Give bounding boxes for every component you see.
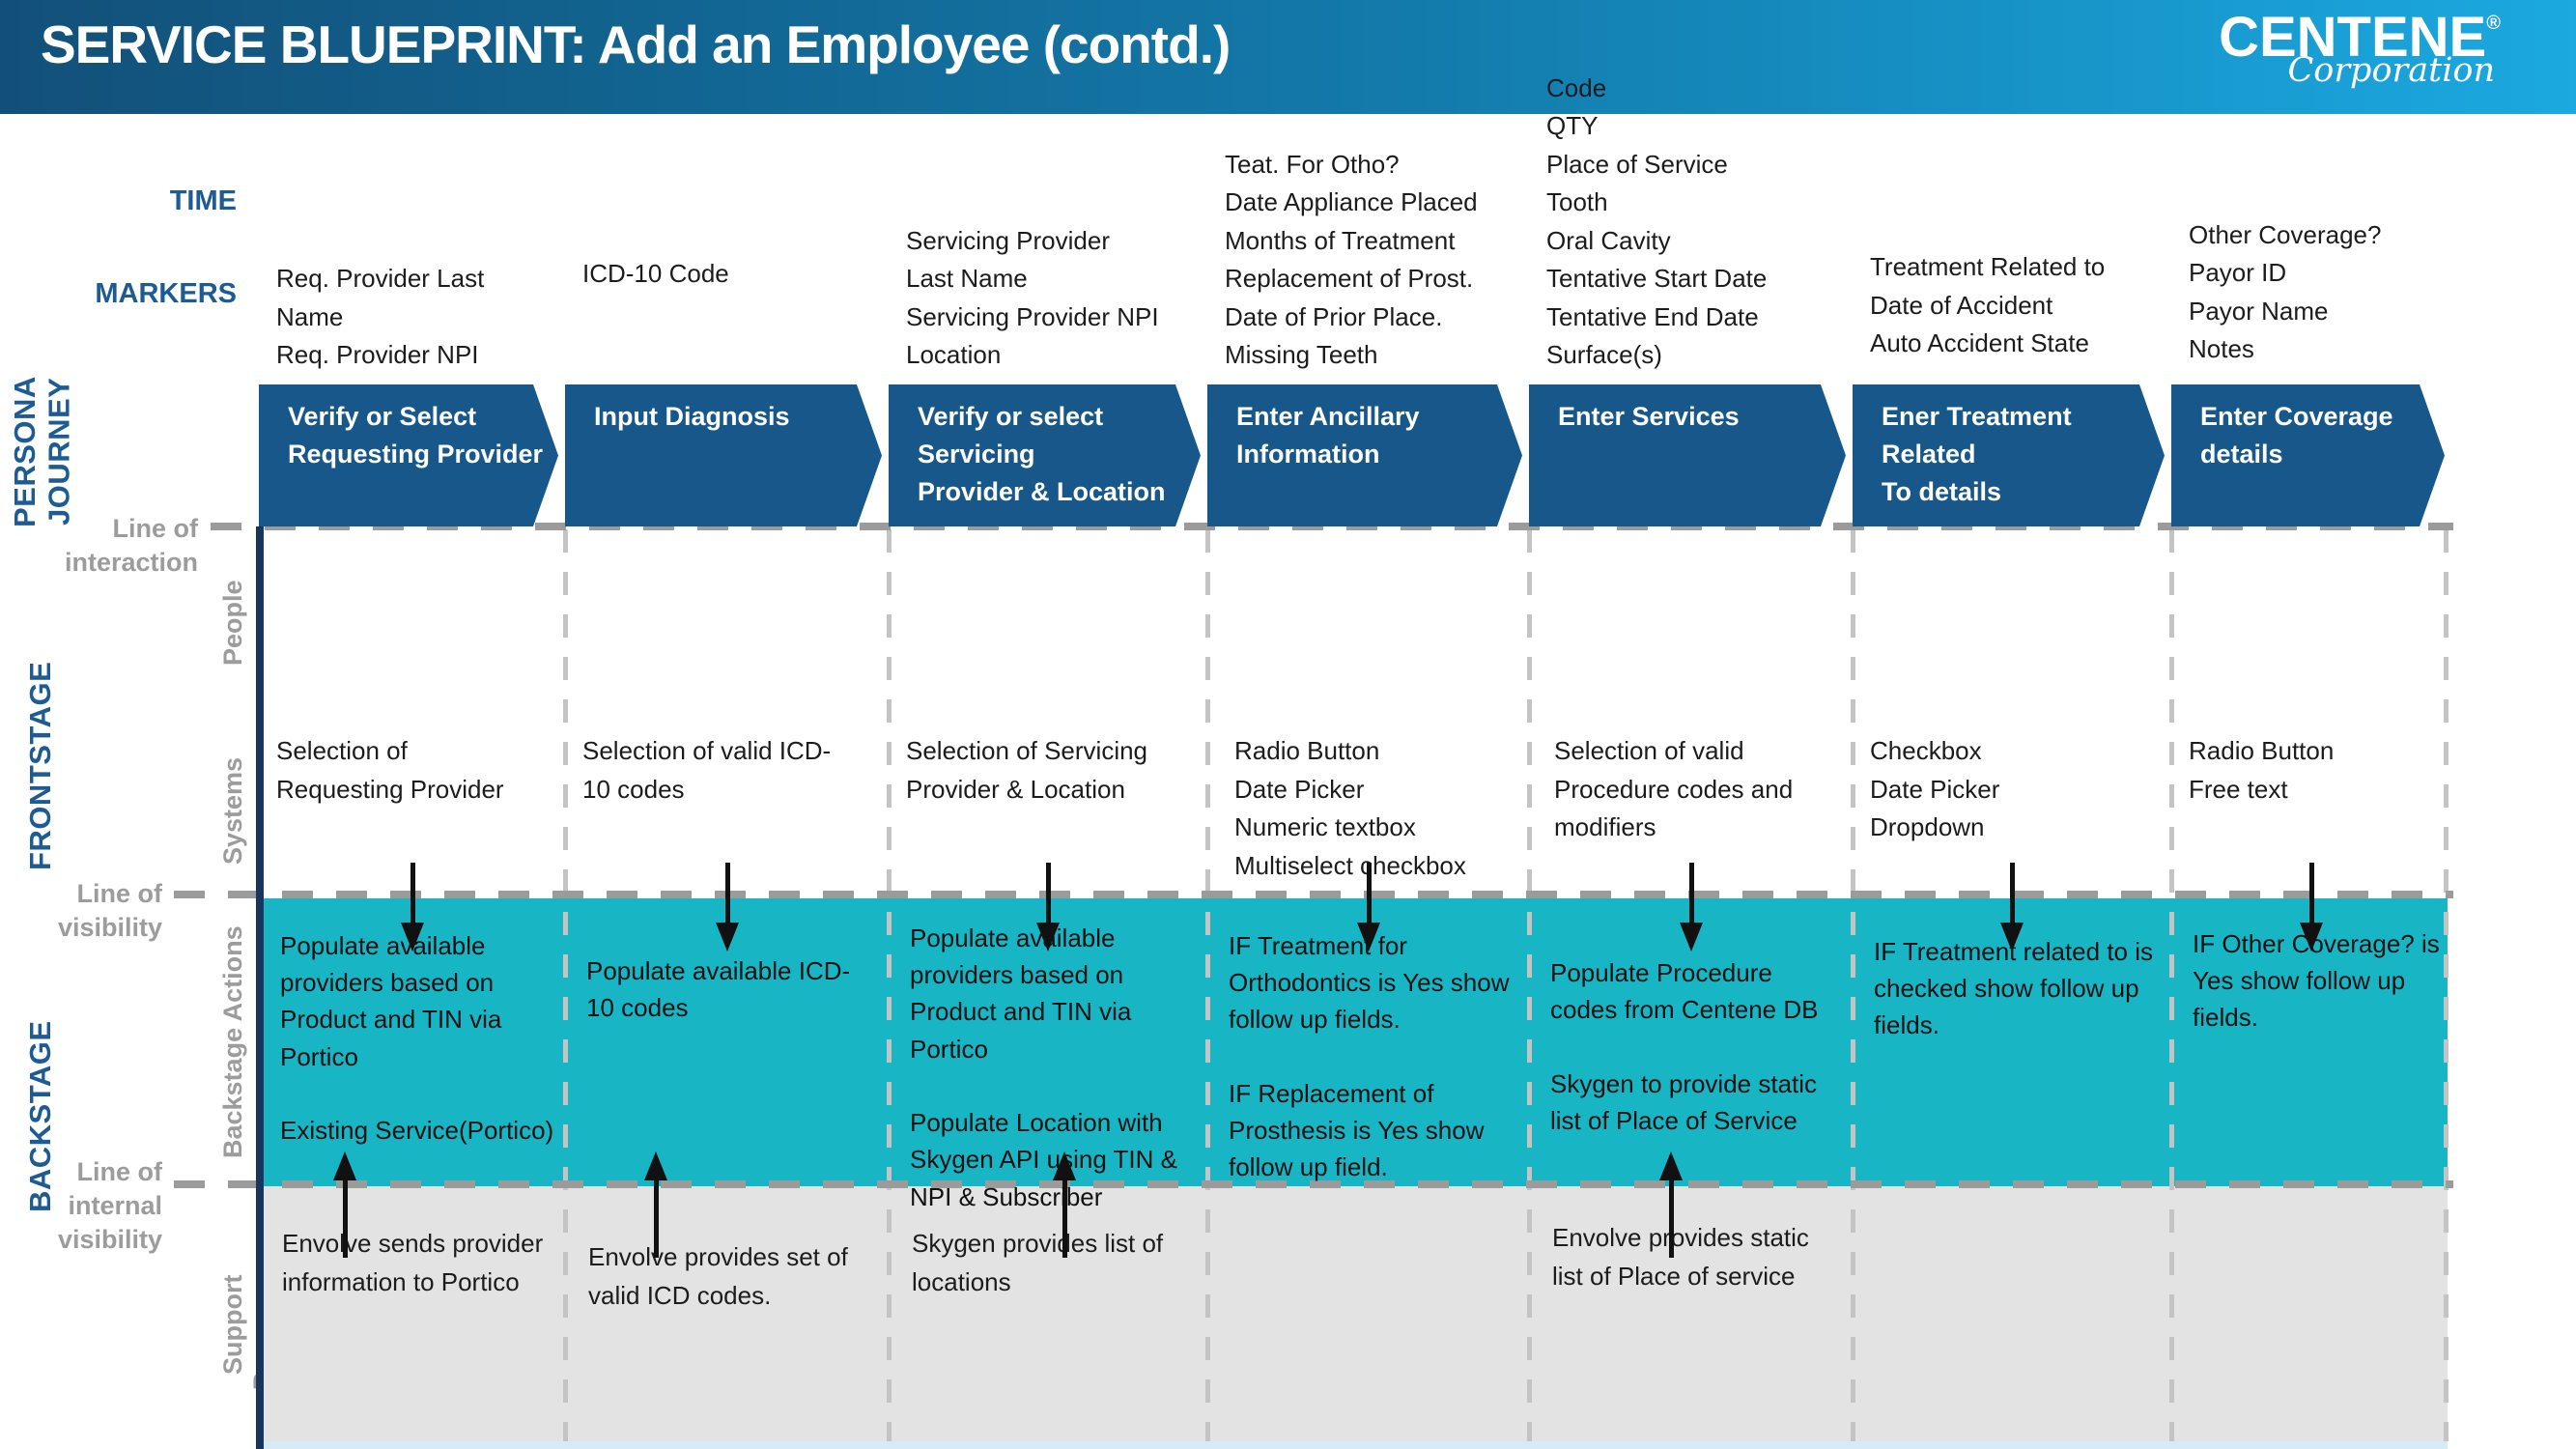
column-enter-ancillary-information: Teat. For Otho? Date Appliance Placed Mo… — [1207, 0, 1529, 1449]
lane-label-people: People — [218, 580, 247, 666]
column-input-diagnosis: ICD-10 Code Input Diagnosis Selection of… — [565, 0, 889, 1449]
journey-step-banner: Verify or select Servicing Provider & Lo… — [889, 384, 1201, 526]
column-verify-servicing-provider: Servicing Provider Last Name Servicing P… — [889, 0, 1207, 1449]
column-enter-coverage-details: Other Coverage? Payor ID Payor Name Note… — [2171, 0, 2451, 1449]
journey-step-banner: Verify or Select Requesting Provider — [259, 384, 558, 526]
line-of-internal-visibility-label: Line of internal visibility — [57, 1157, 162, 1255]
backstage-action-text: IF Treatment related to is checked show … — [1874, 937, 2154, 1040]
support-process-text: Envolve sends provider information to Po… — [282, 1229, 544, 1296]
time-marker-text: ICD-10 Code — [582, 259, 729, 289]
column-divider — [887, 529, 892, 1441]
column-divider — [2169, 529, 2174, 1441]
frontstage-systems-text: Selection of valid Procedure codes and m… — [1554, 736, 1794, 842]
centene-logo: CENTENE® Corporation — [2219, 10, 2501, 88]
backstage-action-text: Populate available providers based on Pr… — [910, 923, 1177, 1211]
journey-step-banner: Enter Ancillary Information — [1207, 384, 1522, 526]
frontstage-systems-text: Radio Button Date Picker Numeric textbox… — [1234, 736, 1466, 880]
markers-axis-label: MARKERS — [95, 278, 237, 309]
column-enter-treatment-related-details: Treatment Related to Date of Accident Au… — [1853, 0, 2171, 1449]
slide-bottom-edge — [263, 1441, 2448, 1449]
registered-trademark-icon: ® — [2486, 13, 2501, 34]
column-enter-services: Code QTY Place of Service Tooth Oral Cav… — [1529, 0, 1853, 1449]
time-marker-text: Teat. For Otho? Date Appliance Placed Mo… — [1225, 149, 1478, 370]
frontstage-systems-text: Radio Button Free text — [2189, 736, 2335, 804]
support-process-text: Skygen provides list of locations — [912, 1229, 1164, 1296]
journey-step-banner: Ener Treatment Related To details — [1853, 384, 2165, 526]
logo-subtitle: Corporation — [2287, 51, 2495, 90]
time-marker-text: Code QTY Place of Service Tooth Oral Cav… — [1546, 72, 1768, 370]
backstage-action-text: Populate Procedure codes from Centene DB… — [1550, 958, 1819, 1135]
time-marker-text: Other Coverage? Payor ID Payor Name Note… — [2189, 219, 2382, 364]
right-edge-divider — [2444, 529, 2449, 1441]
time-axis-label: TIME — [169, 185, 237, 216]
line-of-interaction-label: Line of interaction — [64, 514, 198, 578]
column-divider — [1527, 529, 1532, 1441]
backstage-actions-band — [263, 898, 2448, 1186]
lane-label-persona-journey: PERSONA JOURNEY — [8, 376, 76, 527]
backstage-action-text: Populate available ICD- 10 codes — [586, 956, 851, 1023]
line-of-internal-visibility — [174, 1180, 2453, 1188]
frontstage-systems-text: Selection of valid ICD- 10 codes — [582, 736, 832, 804]
column-divider — [1851, 529, 1855, 1441]
time-marker-text: Treatment Related to Date of Accident Au… — [1870, 252, 2106, 358]
lane-label-backstage-actions: Backstage Actions — [218, 925, 247, 1159]
lane-label-systems: Systems — [218, 756, 247, 866]
backstage-action-text: IF Treatment for Orthodontics is Yes sho… — [1229, 931, 1510, 1182]
line-of-visibility-label: Line of visibility — [57, 879, 162, 943]
logo-wordmark: CENTENE — [2219, 6, 2487, 69]
support-process-text: Envolve provides static list of Place of… — [1552, 1223, 1809, 1291]
frontstage-systems-text: Checkbox Date Picker Dropdown — [1870, 736, 2000, 842]
lane-label-frontstage: FRONTSTAGE — [23, 661, 57, 871]
line-of-interaction — [211, 523, 2453, 530]
column-verify-requesting-provider: Req. Provider Last Name Req. Provider NP… — [259, 0, 565, 1449]
column-divider — [1205, 529, 1210, 1441]
time-marker-text: Servicing Provider Last Name Servicing P… — [906, 225, 1159, 370]
page-title: SERVICE BLUEPRINT: Add an Employee (cont… — [41, 14, 1231, 74]
column-divider — [563, 529, 568, 1441]
line-of-visibility — [174, 891, 2453, 898]
support-process-text: Envolve provides set of valid ICD codes. — [588, 1242, 848, 1310]
support-processes-band — [263, 1186, 2448, 1441]
journey-step-banner: Input Diagnosis — [565, 384, 882, 526]
time-marker-text: Req. Provider Last Name Req. Provider NP… — [276, 264, 485, 370]
frontstage-systems-text: Selection of Requesting Provider — [276, 736, 504, 804]
left-frame-line — [256, 526, 264, 1449]
backstage-action-text: Populate available providers based on Pr… — [280, 931, 554, 1146]
journey-step-banner: Enter Coverage details — [2171, 384, 2445, 526]
backstage-action-text: IF Other Coverage? is Yes show follow up… — [2193, 929, 2440, 1033]
header-bar: SERVICE BLUEPRINT: Add an Employee (cont… — [0, 0, 2576, 114]
journey-step-banner: Enter Services — [1529, 384, 1846, 526]
frontstage-systems-text: Selection of Servicing Provider & Locati… — [906, 736, 1148, 804]
